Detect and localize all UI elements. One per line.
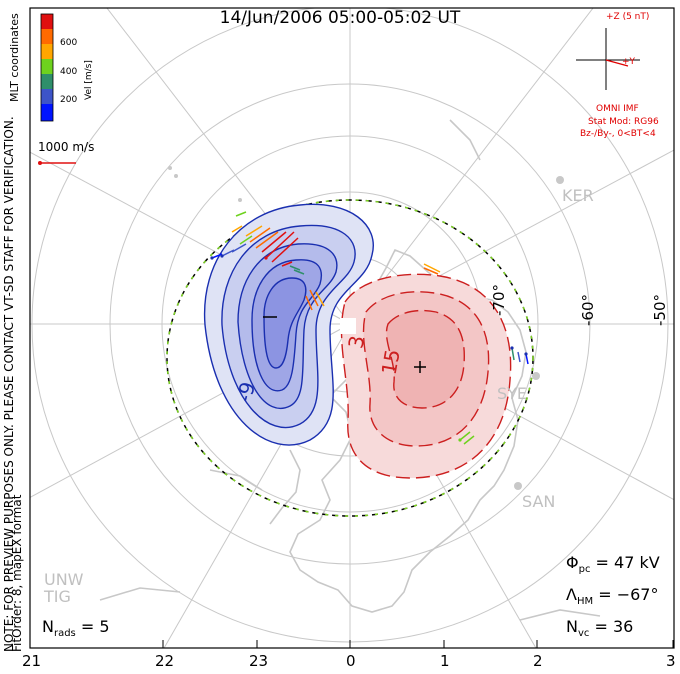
- fit-order: FitOrder: 8, mapEX format: [10, 494, 24, 652]
- positive-potential-cell: [340, 273, 512, 479]
- station-tig: TIG: [44, 587, 71, 606]
- mlt-label-21: 21: [22, 652, 42, 670]
- velocity-vectors: [211, 211, 529, 445]
- contour-label-15: 15: [376, 347, 405, 377]
- colorbar-tick-200: 200: [60, 95, 78, 105]
- mlt-axis-ticks: [29, 640, 674, 648]
- station-ker: KER: [562, 186, 594, 205]
- mlt-label-3: 3: [666, 652, 676, 670]
- mlat-label-50: -50°: [651, 294, 669, 326]
- negative-potential-cell: [203, 203, 374, 446]
- imf-condition: Bz-/By-, 0<BT<4: [580, 129, 656, 139]
- mlat-label-60: -60°: [579, 294, 597, 326]
- stat-n-vc: Nvc = 36: [566, 617, 634, 640]
- stat-phi-pc: Φpc = 47 kV: [566, 553, 660, 576]
- imf-model: Stat Mod: RG96: [588, 117, 659, 127]
- mlt-label-1: 1: [440, 652, 450, 670]
- vector-origins: [210, 254, 528, 442]
- mlt-label-2: 2: [533, 652, 543, 670]
- map-title: 14/Jun/2006 05:00-05:02 UT: [219, 8, 461, 28]
- mlat-label-70: -70°: [490, 284, 508, 316]
- mlt-label-23: 23: [249, 652, 269, 670]
- station-sye: SYE: [497, 384, 528, 403]
- hm-boundary: [166, 199, 534, 517]
- reference-vector-label: 1000 m/s: [38, 140, 95, 154]
- velocity-colorbar: [40, 13, 54, 122]
- imf-vector: [605, 59, 629, 67]
- stat-lambda-hm: ΛHM = −67°: [566, 585, 659, 608]
- stat-n-rads: Nrads = 5: [42, 617, 110, 640]
- imf-plus-z: +Z (5 nT): [606, 12, 650, 22]
- coastline: [99, 119, 601, 621]
- coordinate-system: MLT coordinates: [8, 13, 21, 102]
- colorbar-title: Vel [m/s]: [84, 60, 94, 100]
- station-san: SAN: [522, 492, 556, 511]
- mlt-label-22: 22: [155, 652, 175, 670]
- imf-plus-y: +Y: [622, 57, 636, 67]
- colorbar-tick-400: 400: [60, 67, 78, 77]
- mlt-label-0: 0: [346, 652, 356, 670]
- colorbar-tick-600: 600: [60, 38, 78, 48]
- station-unw: UNW: [44, 570, 84, 589]
- imf-source: OMNI IMF: [596, 104, 639, 114]
